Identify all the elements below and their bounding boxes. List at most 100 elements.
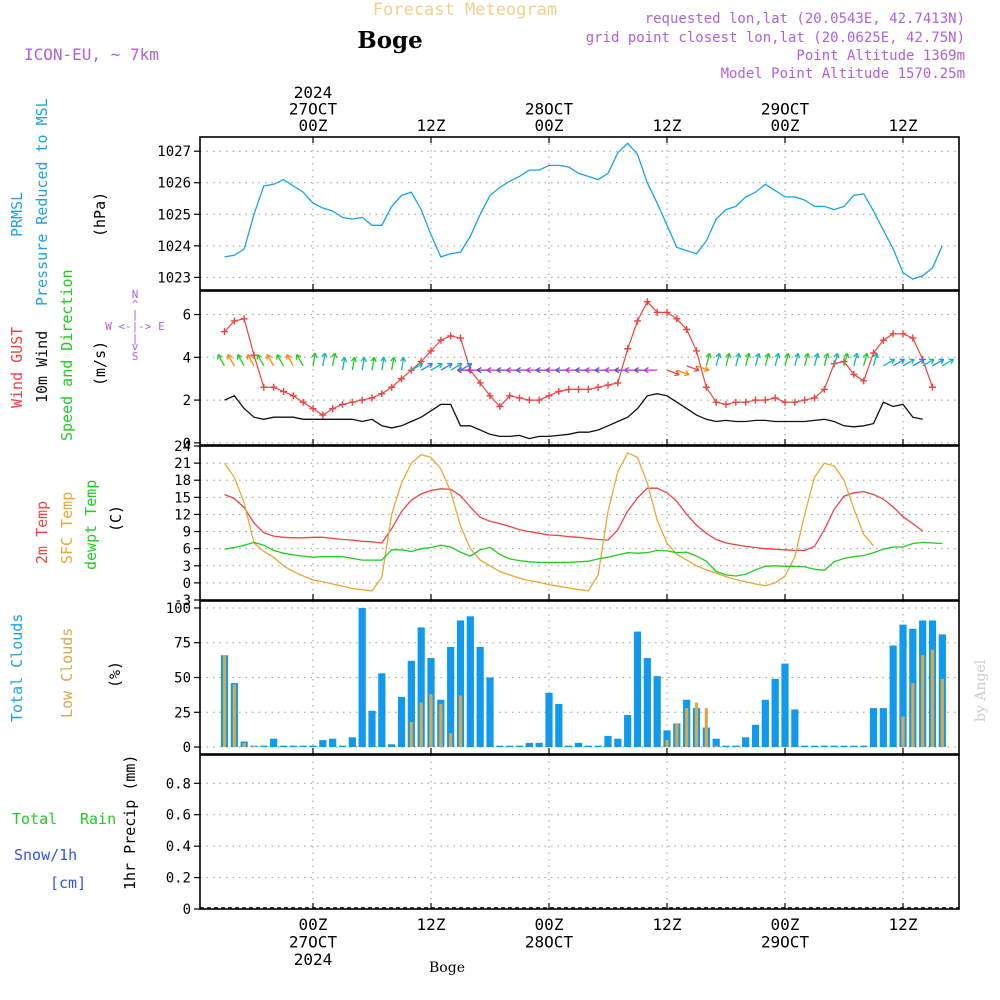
wind-arrow-head: [764, 352, 771, 359]
gust-marker: [309, 405, 317, 413]
top-time-label: 29OCT: [761, 100, 810, 119]
total-clouds-bar: [496, 745, 504, 748]
bottom-time-label: 00Z: [299, 915, 328, 934]
gust-marker: [496, 403, 504, 410]
total-clouds-label: Total Clouds: [8, 614, 26, 722]
wind-arrow-head: [703, 366, 710, 372]
top-time-label: 2024: [294, 83, 333, 102]
gust-marker: [545, 392, 553, 400]
grid-point-coords: grid point closest lon,lat (20.0625E, 42…: [586, 30, 965, 46]
total-clouds-bar: [742, 737, 750, 748]
wind-arrow-head: [456, 367, 462, 374]
gust-marker: [329, 405, 337, 413]
gust-marker: [230, 317, 238, 325]
low-clouds-bar: [694, 702, 699, 748]
gust-marker: [761, 396, 769, 404]
wind-arrow-head: [754, 352, 761, 359]
compass-bar-2: |: [132, 332, 139, 345]
gust-marker: [693, 347, 700, 355]
wind-arrow: [227, 354, 235, 367]
gust-marker: [427, 347, 435, 355]
dewpt-label: dewpt Temp: [82, 480, 100, 570]
wind-arrow-head: [217, 354, 223, 360]
gust-marker: [929, 383, 936, 391]
gust-marker: [712, 398, 720, 406]
gust-marker: [752, 396, 759, 404]
y-tick-label: 9: [183, 525, 191, 541]
top-time-label: 00Z: [299, 116, 328, 135]
y-tick-label: 0: [183, 902, 191, 918]
wind-arrow: [912, 358, 925, 367]
total-clouds-bar: [378, 673, 386, 748]
wind-arrow-head: [545, 367, 551, 374]
wind-arrow-head: [919, 358, 925, 365]
gust-marker: [289, 392, 297, 400]
wind-arrow: [450, 363, 463, 371]
top-time-label: 27OCT: [289, 100, 338, 119]
total-clouds-bar: [879, 708, 887, 748]
total-clouds-bar: [397, 696, 406, 748]
y-tick-label: -3: [174, 593, 191, 609]
wind-arrow: [217, 354, 226, 367]
wind-arrow: [715, 353, 721, 367]
wind-arrow: [296, 354, 304, 367]
total-clouds-bar: [722, 745, 730, 748]
y-tick-label: 50: [174, 671, 191, 687]
gust-marker: [860, 377, 868, 385]
total-clouds-bar: [643, 658, 651, 748]
wind-arrow-head: [456, 362, 463, 369]
total-clouds-bar: [299, 745, 307, 748]
wind-arrow-head: [744, 352, 752, 359]
gust-marker: [781, 398, 789, 406]
low-clouds-bar: [911, 683, 915, 748]
gust-marker: [732, 398, 740, 406]
total-clouds-bar: [260, 745, 268, 748]
total-clouds-bar: [801, 745, 809, 748]
total-clouds-bar: [633, 631, 642, 748]
gust-marker: [899, 330, 907, 338]
location-title: Boge: [357, 27, 423, 54]
total-clouds-bar: [712, 738, 720, 748]
top-time-label: 28OCT: [525, 100, 574, 119]
low-clouds-bar: [675, 723, 679, 748]
y-tick-label: 0: [183, 740, 191, 756]
gust-label: Wind GUST: [8, 327, 26, 408]
y-tick-label: 15: [174, 490, 191, 506]
y-tick-label: 1025: [157, 207, 191, 223]
compass-ew: W <-|-> E: [105, 320, 165, 333]
low-clouds-bar: [921, 655, 925, 748]
wind-arrow-head: [735, 352, 742, 359]
gust-marker: [624, 345, 632, 353]
snow-label: Snow/1h: [14, 846, 77, 864]
snow-unit-label: [cm]: [50, 874, 86, 892]
wind-arrow: [322, 352, 326, 366]
total-clouds-bar: [574, 742, 583, 748]
wind-arrow: [666, 369, 680, 376]
gust-marker: [614, 379, 622, 387]
wind-arrow: [932, 358, 945, 367]
wind-arrow-head: [360, 356, 367, 363]
low-clouds-bar: [704, 708, 708, 748]
gust-marker: [820, 385, 828, 393]
low-clouds-bar: [252, 745, 256, 748]
wind-arrow: [420, 363, 433, 371]
gust-marker: [535, 396, 543, 404]
precip-unit: 1hr Precip (mm): [121, 755, 139, 890]
low-clouds-bar: [458, 695, 463, 748]
gust-marker: [299, 398, 307, 406]
footer-location: Boge: [429, 960, 465, 976]
wind-arrow: [902, 358, 915, 367]
gust-marker: [663, 308, 671, 316]
low-clouds-bar: [242, 742, 246, 748]
wind-arrow-head: [715, 352, 722, 359]
total-clouds-bar: [417, 627, 425, 748]
bottom-time-label: 2024: [294, 950, 333, 969]
compass-legend: N ^ | W <-|-> E | v S: [105, 288, 165, 363]
wind-arrow-head: [594, 367, 600, 374]
wind-arrow-head: [295, 354, 302, 360]
low-clouds-label: Low Clouds: [58, 628, 76, 718]
gust-marker: [260, 383, 268, 391]
total-clouds-bar: [830, 745, 838, 748]
top-time-label: 00Z: [535, 116, 564, 135]
wind-arrow-head: [584, 367, 590, 374]
